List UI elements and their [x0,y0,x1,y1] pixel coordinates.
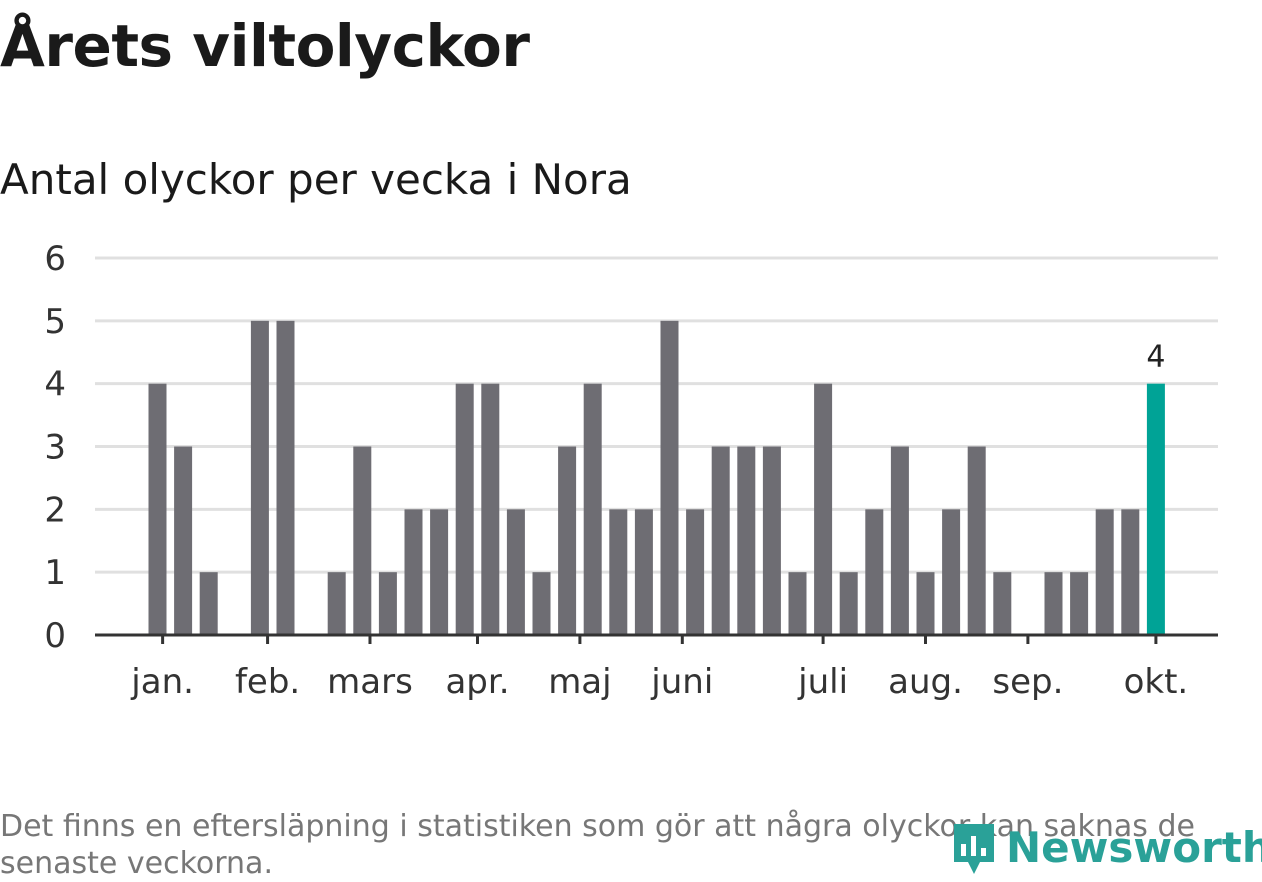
x-tick-label: okt. [1124,662,1189,702]
bar [788,572,807,635]
bar [686,509,705,635]
bar [378,572,397,635]
bar-highlight [1146,383,1165,635]
labels: 0 1 2 3 4 5 6 4 jan. feb. mars apr. maj juni juli aug. s… [44,239,1188,702]
bar [916,572,935,635]
bar [583,383,602,635]
bar [327,572,346,635]
bar [609,509,628,635]
bar [942,509,961,635]
footnote: Det finns en eftersläpning i statistiken… [0,809,1195,881]
bar [481,383,500,635]
bar [711,446,730,635]
newsworthy-logo: Newsworthy [950,818,1262,878]
bar [276,320,295,635]
y-tick-label: 2 [44,490,66,530]
bar [814,383,833,635]
bar [890,446,909,635]
newsworthy-logo-icon [954,824,994,874]
bar [737,446,756,635]
x-tick-label: juli [797,662,848,702]
y-tick-label: 0 [44,616,66,656]
x-tick-label: aug. [888,662,963,702]
bar [430,509,449,635]
bar [353,446,372,635]
bar [993,572,1012,635]
x-tick-label: jan. [130,662,194,702]
x-tick-label: sep. [992,662,1063,702]
bar [634,509,653,635]
y-tick-label: 4 [44,365,66,405]
bar-chart: 0 1 2 3 4 5 6 4 jan. feb. mars apr. maj juni juli aug. s… [44,239,1218,702]
bars [148,320,1165,635]
x-tick-label: apr. [445,662,509,702]
bar [532,572,551,635]
bar [250,320,269,635]
bar [174,446,193,635]
bar [1095,509,1114,635]
x-axis [95,633,1218,644]
bar [865,509,884,635]
bar [762,446,781,635]
bar [660,320,679,635]
bar [558,446,577,635]
bar [455,383,474,635]
y-tick-label: 1 [44,553,66,593]
chart-title: Årets viltolyckor [0,12,530,80]
bar [404,509,423,635]
newsworthy-logo-text: Newsworthy [1006,823,1262,872]
bar [1070,572,1089,635]
x-tick-label: juni [650,662,713,702]
chart-subtitle: Antal olyckor per vecka i Nora [0,155,632,204]
y-tick-label: 6 [44,239,66,279]
highlight-data-label: 4 [1146,340,1165,375]
bar [199,572,218,635]
x-tick-label: feb. [235,662,300,702]
bar [1121,509,1140,635]
bar [506,509,525,635]
bar [839,572,858,635]
bar [148,383,167,635]
y-tick-label: 5 [44,302,66,342]
bar [1044,572,1063,635]
y-tick-label: 3 [44,428,66,468]
x-tick-label: mars [327,662,413,702]
x-tick-label: maj [548,662,611,702]
bar [967,446,986,635]
